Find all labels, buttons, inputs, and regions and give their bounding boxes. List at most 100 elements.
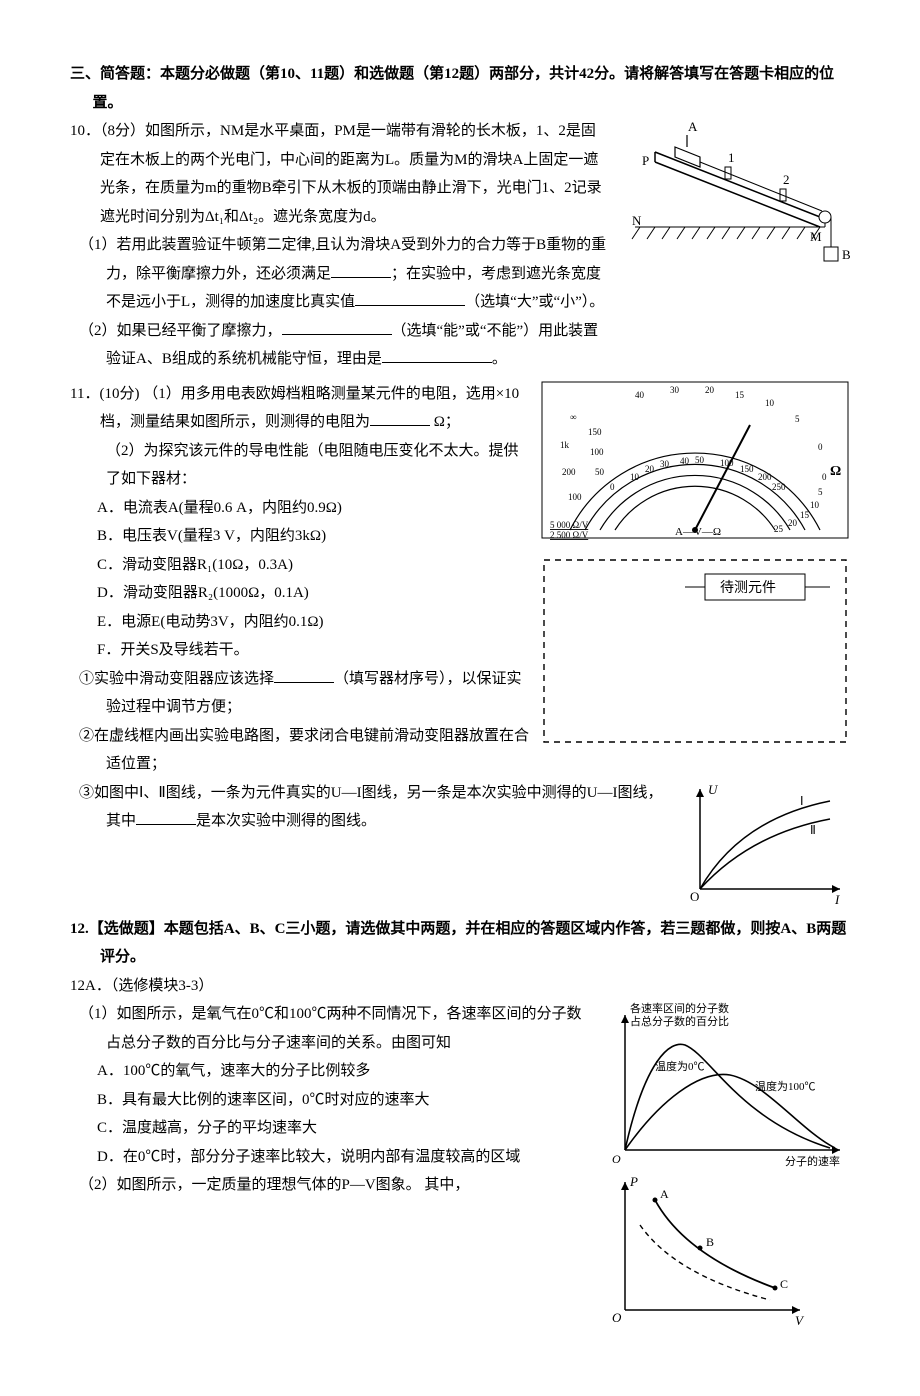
- svg-text:25: 25: [774, 524, 784, 534]
- q12a-opt-A: A．100℃的氧气，速率大的分子比例较多: [70, 1057, 590, 1086]
- svg-text:A: A: [660, 1187, 669, 1201]
- q10-number: 10．: [70, 123, 100, 139]
- q12a-opt-B: B．具有最大比例的速率区间，0℃时对应的速率大: [70, 1086, 590, 1115]
- speed-dist-figure: 各速率区间的分子数 占总分子数的百分比 温度为0℃ 温度为100℃ O 分子的速…: [600, 1000, 850, 1170]
- q10-p2c: 。: [492, 351, 507, 367]
- svg-text:100: 100: [720, 458, 734, 468]
- svg-text:200: 200: [562, 467, 576, 477]
- svg-text:40: 40: [635, 390, 645, 400]
- svg-text:占总分子数的百分比: 占总分子数的百分比: [630, 1014, 729, 1028]
- svg-text:1k: 1k: [560, 440, 570, 450]
- svg-text:150: 150: [740, 464, 754, 474]
- blank: [331, 262, 391, 278]
- svg-text:∞: ∞: [570, 412, 576, 422]
- svg-text:U: U: [708, 782, 719, 797]
- multimeter-figure: ∞ 1k 200 100 40 30 20 15 10 5 0 150 100 …: [540, 380, 850, 550]
- svg-text:20: 20: [705, 385, 715, 395]
- svg-text:O: O: [612, 1310, 622, 1325]
- svg-text:0: 0: [818, 442, 823, 452]
- svg-text:100: 100: [568, 492, 582, 502]
- svg-text:P: P: [629, 1174, 638, 1189]
- q11-s1a: ①实验中滑动变阻器应该选择: [79, 671, 274, 687]
- section-heading: 三、简答题：本题分必做题（第10、11题）和选做题（第12题）两部分，共计42分…: [70, 60, 850, 117]
- pv-figure: A B C P V O: [600, 1170, 810, 1330]
- svg-text:20: 20: [788, 518, 798, 528]
- svg-text:50: 50: [595, 467, 605, 477]
- ohm-symbol: Ω: [830, 464, 841, 479]
- question-11: 11．(10分) （1）用多用电表欧姆档粗略测量某元件的电阻，选用×10档，测量…: [70, 380, 850, 909]
- svg-text:Ⅱ: Ⅱ: [810, 823, 816, 837]
- svg-text:0: 0: [610, 482, 615, 492]
- svg-text:200: 200: [758, 472, 772, 482]
- svg-text:15: 15: [800, 510, 810, 520]
- svg-text:40: 40: [680, 456, 690, 466]
- q12a-head: 12A．（选修模块3-3）: [70, 972, 850, 1001]
- svg-text:V: V: [795, 1313, 805, 1328]
- q11-p1b: Ω；: [434, 414, 460, 430]
- q11-points: (10分): [99, 386, 139, 402]
- blank: [274, 667, 334, 683]
- svg-text:10: 10: [630, 472, 640, 482]
- svg-text:30: 30: [670, 385, 680, 395]
- q11-opt-E: E．电源E(电动势3V，内阻约0.1Ω): [70, 608, 530, 637]
- svg-text:100: 100: [590, 447, 604, 457]
- svg-text:50: 50: [695, 455, 705, 465]
- label-2: 2: [783, 172, 790, 187]
- svg-text:Ⅰ: Ⅰ: [800, 794, 804, 808]
- svg-text:250: 250: [772, 482, 786, 492]
- q11-opt-C: C．滑动变阻器R₁(10Ω，0.3A): [70, 551, 530, 580]
- q12a-p2: （2）如图所示，一定质量的理想气体的P—V图象。 其中，: [70, 1171, 590, 1200]
- blank: [282, 319, 392, 335]
- blank: [355, 290, 465, 306]
- svg-text:I: I: [834, 892, 840, 907]
- q10-figure: A 1 2 P N M B: [620, 117, 850, 267]
- label-M: M: [810, 229, 822, 244]
- q11-number: 11．: [70, 386, 99, 402]
- q11-opt-D: D．滑动变阻器R₂(1000Ω，0.1A): [70, 579, 530, 608]
- svg-text:温度为0℃: 温度为0℃: [655, 1059, 705, 1073]
- svg-text:2 500 Ω/V: 2 500 Ω/V: [550, 530, 589, 540]
- q11-opt-A: A．电流表A(量程0.6 A，内阻约0.9Ω): [70, 494, 530, 523]
- svg-text:10: 10: [810, 500, 820, 510]
- q11-opt-B: B．电压表V(量程3 V，内阻约3kΩ): [70, 522, 530, 551]
- q12a-opt-C: C．温度越高，分子的平均速率大: [70, 1114, 590, 1143]
- q12a-opt-D: D．在0℃时，部分分子速率比较大，说明内部有温度较高的区域: [70, 1143, 590, 1172]
- svg-text:A—V—Ω: A—V—Ω: [675, 526, 721, 538]
- blank: [382, 347, 492, 363]
- question-10: 10．（8分）如图所示，NM是水平桌面，PM是一端带有滑轮的长木板，1、2是固定…: [70, 117, 850, 374]
- q11-s2: ②在虚线框内画出实验电路图，要求闭合电键前滑动变阻器放置在合适位置；: [70, 722, 530, 779]
- q11-opt-F: F．开关S及导线若干。: [70, 636, 530, 665]
- svg-text:O: O: [612, 1152, 621, 1166]
- label-P: P: [642, 153, 649, 168]
- q11-p2: （2）为探究该元件的导电性能（电阻随电压变化不太大。提供了如下器材：: [70, 437, 530, 494]
- svg-text:5: 5: [795, 414, 800, 424]
- label-B: B: [842, 247, 850, 262]
- question-12: 12.【选做题】本题包括A、B、C三小题，请选做其中两题，并在相应的答题区域内作…: [70, 915, 850, 1331]
- svg-text:分子的速率: 分子的速率: [785, 1154, 840, 1168]
- q12-head: 12.【选做题】本题包括A、B、C三小题，请选做其中两题，并在相应的答题区域内作…: [70, 915, 850, 972]
- svg-text:各速率区间的分子数: 各速率区间的分子数: [630, 1001, 729, 1015]
- svg-text:O: O: [690, 889, 699, 904]
- q10-p1c: （选填“大”或“小”）。: [465, 294, 604, 310]
- label-1: 1: [728, 150, 735, 165]
- svg-text:5 000 Ω/V: 5 000 Ω/V: [550, 520, 589, 530]
- svg-text:C: C: [780, 1277, 788, 1291]
- label-N: N: [632, 213, 642, 228]
- q12a-p1: （1）如图所示，是氧气在0℃和100℃两种不同情况下，各速率区间的分子数占总分子…: [70, 1000, 590, 1057]
- q10-points: （8分）: [100, 123, 145, 139]
- svg-text:5: 5: [818, 487, 823, 497]
- q10-p2a: （2）如果已经平衡了摩擦力，: [79, 323, 282, 339]
- blank: [136, 809, 196, 825]
- q10-stem: 如图所示，NM是水平桌面，PM是一端带有滑轮的长木板，1、2是固定在木板上的两个…: [100, 123, 602, 225]
- component-label: 待测元件: [720, 580, 776, 596]
- svg-text:0: 0: [822, 472, 827, 482]
- svg-text:30: 30: [660, 459, 670, 469]
- svg-text:15: 15: [735, 390, 745, 400]
- q11-s3b: 是本次实验中测得的图线。: [196, 813, 376, 829]
- label-A: A: [688, 119, 698, 134]
- svg-text:20: 20: [645, 464, 655, 474]
- ui-graph-figure: O I U Ⅰ Ⅱ: [680, 779, 850, 909]
- blank: [370, 410, 430, 426]
- svg-text:温度为100℃: 温度为100℃: [755, 1079, 816, 1093]
- svg-text:10: 10: [765, 398, 775, 408]
